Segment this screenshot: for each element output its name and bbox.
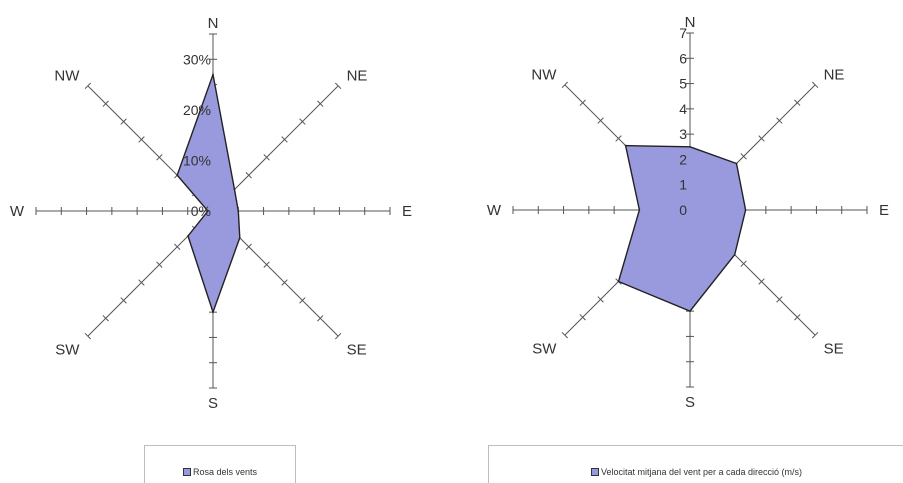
legend-swatch-wind-rose [182,468,191,476]
point-ne-rose [233,188,236,191]
legend-swatch-wind-speed [590,468,599,476]
point-nw-speed [624,144,627,147]
series-polygon-speed [617,144,747,312]
tick-label-speed: 3 [679,126,687,142]
tick-nw-speed [615,135,622,142]
direction-label-n-speed: N [685,14,696,31]
wind-speed-chart: 0 1 2 3 4 5 6 7N NE E SE S SW W NW [487,14,889,411]
tick-ne-speed [794,99,801,106]
tick-ne-speed [758,135,765,142]
tick-ne-speed [776,117,783,124]
tick-ne-rose [317,100,324,107]
tick-nw-rose [138,136,145,143]
tick-label-rose: 30% [183,51,211,67]
tick-label-rose: 0% [191,203,211,219]
tick-se-rose [281,279,288,286]
point-e-speed [744,209,747,211]
direction-label-n-rose: N [208,15,219,32]
tick-nw-rose [84,82,92,90]
wind-rose-chart: 0% 10% 20% 30% N NE E SE S SW W NW [10,15,412,412]
direction-label-ne-speed: NE [824,66,845,83]
tick-ne-rose [263,154,270,161]
tick-nw-rose [102,100,109,107]
tick-sw-speed [561,331,569,339]
tick-nw-rose [156,154,163,161]
tick-nw-speed [579,99,586,106]
tick-nw-speed [561,81,569,89]
direction-label-se-rose: SE [347,342,367,359]
point-nw-rose [176,174,178,176]
point-e-rose [237,210,240,212]
tick-sw-speed [579,314,586,321]
tick-label-speed: 2 [679,151,687,167]
tick-se-rose [263,261,270,268]
direction-label-e-rose: E [402,203,412,220]
tick-se-rose [245,243,252,250]
tick-se-speed [794,314,801,321]
tick-ne-rose [245,172,252,179]
tick-nw-rose [120,118,127,125]
tick-se-rose [317,315,324,322]
direction-label-w-speed: W [487,202,502,219]
tick-label-speed: 0 [679,202,687,218]
point-ne-speed [735,162,738,165]
tick-label-speed: 1 [679,177,687,193]
tick-label-rose: 10% [183,152,211,168]
direction-label-ne-rose: NE [347,67,368,84]
tick-ne-rose [334,82,342,90]
tick-se-speed [811,331,819,339]
point-sw-speed [617,280,620,283]
tick-ne-speed [740,153,747,160]
tick-sw-rose [120,297,127,304]
tick-ne-speed [811,81,819,89]
tick-ne-rose [299,118,306,125]
point-n-speed [689,146,691,148]
tick-label-speed: 5 [679,76,687,92]
point-w-rose [207,210,209,212]
tick-se-rose [334,332,342,340]
legend-wind-rose: Rosa dels vents [144,445,296,483]
point-se-speed [733,253,736,256]
tick-ne-rose [281,136,288,143]
tick-se-rose [299,297,306,304]
direction-label-sw-rose: SW [55,342,80,359]
tick-label-speed: 7 [679,25,687,41]
tick-sw-rose [156,261,163,268]
point-s-speed [689,310,691,312]
tick-label-speed: 6 [679,50,687,66]
tick-sw-rose [102,315,109,322]
point-se-rose [239,237,241,239]
legend-label-wind-speed: Velocitat mitjana del vent per a cada di… [600,467,803,477]
point-sw-rose [187,235,189,237]
legend-wind-speed: Velocitat mitjana del vent per a cada di… [488,445,903,483]
legend-label-wind-rose: Rosa dels vents [192,467,258,477]
tick-se-speed [740,260,747,267]
tick-se-speed [776,296,783,303]
tick-sw-rose [174,243,181,250]
point-w-speed [638,209,641,211]
tick-nw-speed [597,117,604,124]
direction-label-w-rose: W [10,203,25,220]
direction-label-e-speed: E [879,202,889,219]
tick-sw-rose [138,279,145,286]
direction-label-nw-rose: NW [54,67,80,84]
direction-label-nw-speed: NW [531,66,557,83]
point-n-rose [212,73,214,76]
direction-label-sw-speed: SW [532,341,557,358]
direction-label-se-speed: SE [824,341,844,358]
tick-sw-speed [597,296,604,303]
tick-label-rose: 20% [183,102,211,118]
direction-label-s-rose: S [208,395,218,412]
tick-label-speed: 4 [679,101,687,117]
tick-sw-rose [84,332,92,340]
tick-se-speed [758,278,765,285]
point-s-rose [212,311,214,313]
direction-label-s-speed: S [685,394,695,411]
